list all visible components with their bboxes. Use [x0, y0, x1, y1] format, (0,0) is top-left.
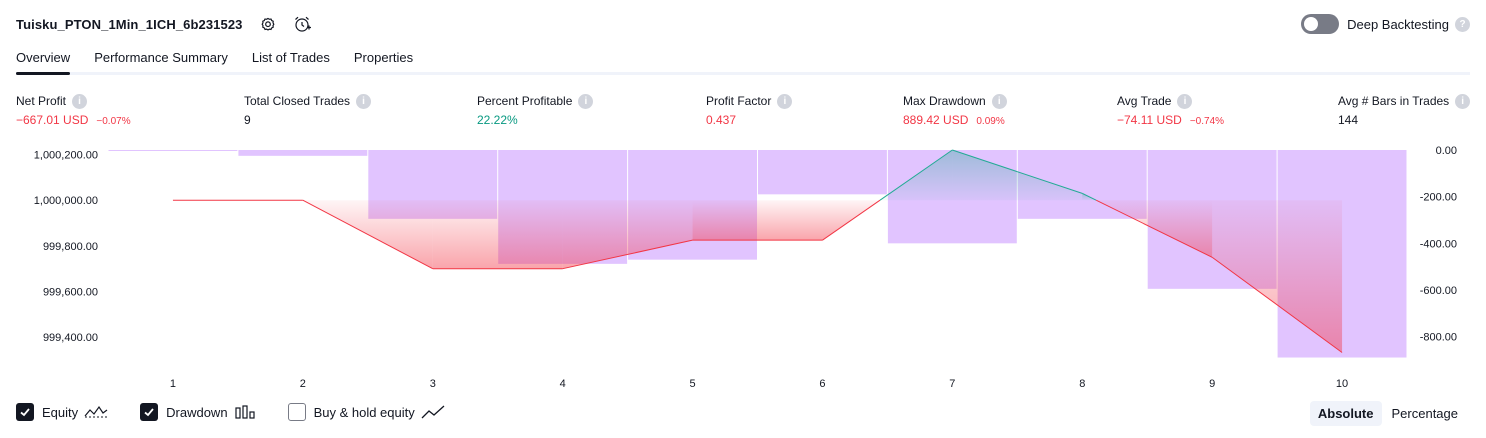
equity-area [432, 200, 563, 269]
x-tick-label: 5 [689, 378, 695, 390]
x-tick-label: 8 [1079, 378, 1085, 390]
info-icon[interactable]: i [72, 93, 88, 109]
buy-hold-checkbox[interactable] [287, 403, 306, 421]
equity-line [1211, 256, 1343, 353]
info-icon[interactable]: i [1177, 93, 1193, 109]
tab-underline-track [16, 72, 1470, 75]
strategy-header: Tuisku_PTON_1Min_1ICH_6b231523 [16, 12, 313, 36]
metric-percent: 0.09% [976, 116, 1005, 127]
drawdown-bar [758, 150, 887, 195]
drawdown-bar [238, 150, 368, 156]
x-tick-label: 9 [1209, 378, 1215, 390]
y-left-tick-label: 1,000,200.00 [34, 150, 98, 162]
x-tick-label: 2 [300, 378, 306, 390]
y-left-tick-label: 1,000,000.00 [34, 195, 98, 207]
legend-label: Equity [42, 404, 79, 420]
metric-avg-trade: Avg Trade i −74.11 USD −0.74% [1117, 93, 1224, 129]
metric-percent: −0.07% [96, 116, 131, 127]
metric-value: 9 [244, 113, 251, 127]
equity-area [1212, 200, 1343, 353]
equity-line [879, 149, 953, 201]
alarm-clock-icon[interactable] [291, 13, 313, 35]
metric-profit-factor: Profit Factor i 0.437 [706, 93, 793, 129]
metric-value: 889.42 USD [903, 113, 969, 127]
metric-value: −74.11 USD [1117, 113, 1182, 127]
metric-value: 22.22% [477, 113, 518, 127]
y-right-tick-label: -600.00 [1420, 285, 1457, 297]
x-tick-label: 3 [430, 378, 436, 390]
absolute-button[interactable]: Absolute [1309, 401, 1382, 426]
metric-max-drawdown: Max Drawdown i 889.42 USD 0.09% [903, 93, 1007, 129]
drawdown-bar [108, 150, 238, 151]
equity-drawdown-chart[interactable]: 1,000,200.00 1,000,000.00 999,800.00 999,60… [0, 140, 1486, 398]
x-tick-label: 10 [1336, 378, 1348, 390]
metric-label: Max Drawdown [903, 94, 986, 108]
legend-label: Drawdown [166, 404, 228, 420]
metric-percent-profitable: Percent Profitable i 22.22% [477, 93, 594, 129]
tab-bar: Overview Performance Summary List of Tra… [16, 48, 437, 76]
equity-line [302, 199, 433, 270]
equity-area [692, 200, 823, 241]
equity-area [562, 200, 693, 269]
legend-equity[interactable]: Equity [16, 403, 108, 421]
metric-label: Net Profit [16, 94, 67, 108]
metric-percent: −0.74% [1189, 116, 1225, 127]
equity-line [952, 149, 1083, 194]
info-icon[interactable]: i [777, 93, 793, 109]
info-icon[interactable]: i [1455, 93, 1471, 109]
metric-label: Total Closed Trades [244, 94, 351, 108]
deep-backtesting: Deep Backtesting ? [1301, 12, 1470, 36]
equity-checkbox[interactable] [16, 403, 34, 421]
equity-line [822, 199, 881, 241]
equity-line [1095, 199, 1213, 258]
deep-backtesting-label: Deep Backtesting [1347, 16, 1449, 32]
y-left-tick-label: 999,600.00 [43, 287, 98, 299]
drawdown-bars-icon [234, 404, 256, 420]
tab-performance-summary[interactable]: Performance Summary [94, 50, 228, 65]
buy-hold-line-icon [421, 404, 445, 420]
x-tick-label: 6 [819, 378, 825, 390]
metric-label: Avg Trade [1117, 94, 1172, 108]
x-tick-label: 7 [949, 378, 955, 390]
metric-value: −667.01 USD [16, 113, 89, 127]
metric-label: Percent Profitable [477, 94, 573, 108]
metric-avg-bars-in-trades: Avg # Bars in Trades i 144 [1338, 93, 1471, 129]
tab-overview[interactable]: Overview [16, 48, 71, 76]
tab-list-of-trades[interactable]: List of Trades [251, 50, 330, 65]
display-mode-switch: Absolute Percentage [1308, 401, 1466, 426]
equity-line [562, 239, 693, 270]
legend-buy-hold[interactable]: Buy & hold equity [287, 403, 445, 421]
equity-line [1082, 192, 1097, 201]
y-right-tick-label: -400.00 [1420, 238, 1457, 250]
metric-label: Profit Factor [706, 94, 772, 108]
metric-value: 144 [1338, 113, 1359, 127]
percentage-button[interactable]: Percentage [1391, 406, 1459, 421]
info-icon[interactable]: i [356, 93, 372, 109]
deep-backtesting-toggle[interactable] [1301, 14, 1340, 34]
chart-legend: Equity Drawdown Buy & hold equity [16, 403, 477, 421]
x-tick-label: 4 [560, 378, 566, 390]
drawdown-checkbox[interactable] [140, 403, 159, 421]
legend-drawdown[interactable]: Drawdown [140, 403, 255, 421]
legend-label: Buy & hold equity [313, 404, 415, 420]
info-icon[interactable]: i [991, 93, 1007, 109]
y-left-tick-label: 999,800.00 [43, 241, 98, 253]
equity-area [952, 150, 1083, 201]
equity-line-icon [84, 404, 108, 420]
gear-icon[interactable] [257, 13, 279, 35]
tab-properties[interactable]: Properties [353, 50, 414, 65]
toggle-knob [1304, 17, 1319, 31]
metric-net-profit: Net Profit i −667.01 USD −0.07% [16, 93, 131, 129]
help-icon[interactable]: ? [1455, 16, 1470, 32]
info-icon[interactable]: i [578, 93, 594, 109]
metric-value: 0.437 [706, 113, 737, 127]
x-tick-label: 1 [170, 378, 176, 390]
y-right-tick-label: 0.00 [1436, 145, 1457, 157]
metric-label: Avg # Bars in Trades [1338, 94, 1450, 108]
y-right-tick-label: -200.00 [1420, 192, 1457, 204]
metric-total-closed-trades: Total Closed Trades i 9 [244, 93, 372, 129]
strategy-name: Tuisku_PTON_1Min_1ICH_6b231523 [16, 16, 243, 32]
y-left-tick-label: 999,400.00 [43, 332, 98, 344]
y-right-tick-label: -800.00 [1420, 332, 1457, 344]
